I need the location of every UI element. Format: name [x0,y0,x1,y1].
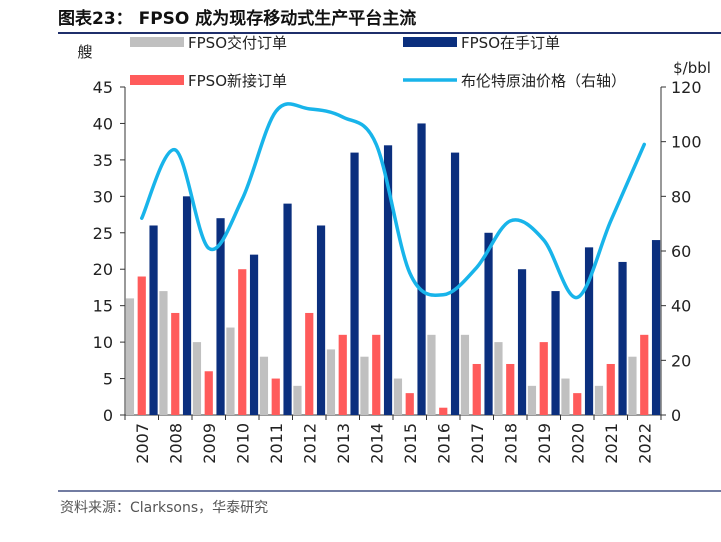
source-note: 资料来源：Clarksons，华泰研究 [60,500,268,516]
x-tick-label: 2015 [401,423,420,464]
bar [484,233,492,415]
bar [226,328,234,415]
bar [305,313,313,415]
y-right-tick-label: 120 [671,78,702,97]
bar [360,357,368,415]
bar [327,349,335,415]
bar [149,225,157,415]
bar [193,342,201,415]
bar [205,371,213,415]
y-left-tick-label: 25 [93,224,113,243]
bar [293,386,301,415]
legend-label: FPSO交付订单 [188,34,287,52]
y-left-tick-label: 35 [93,151,113,170]
y-left-tick-label: 0 [103,406,113,425]
bar [126,298,134,415]
y-left-tick-label: 15 [93,297,113,316]
y-right-unit-label: $/bbl [673,59,711,77]
bar [272,379,280,415]
legend: FPSO交付订单 FPSO在手订单 FPSO新接订单 布伦特原油价格（右轴） [130,34,626,90]
x-tick-label: 2017 [468,423,487,464]
figure-title: 图表23： FPSO 成为现存移动式生产平台主流 [58,8,416,29]
x-tick-label: 2013 [334,423,353,464]
bar [283,204,291,415]
bar [138,277,146,415]
bar [561,379,569,415]
bar [394,379,402,415]
bar [260,357,268,415]
bar [171,313,179,415]
bar [494,342,502,415]
x-tick-label: 2011 [267,423,286,464]
x-tick-label: 2009 [200,423,219,464]
bar [628,357,636,415]
bar [451,153,459,415]
bar [518,269,526,415]
y-right-tick-label: 100 [671,133,702,152]
bar [406,393,414,415]
x-tick-label: 2019 [535,423,554,464]
y-left-unit-label: 艘 [77,43,92,61]
legend-label: FPSO在手订单 [461,34,560,52]
bar [473,364,481,415]
bar [528,386,536,415]
bar [461,335,469,415]
bar [372,335,380,415]
bar [573,393,581,415]
bar [551,291,559,415]
y-left-tick-label: 10 [93,333,113,352]
x-tick-label: 2018 [501,423,520,464]
y-left-tick-label: 30 [93,187,113,206]
y-right-tick-label: 40 [671,297,691,316]
x-tick-label: 2022 [635,423,654,464]
y-right-tick-label: 0 [671,406,681,425]
bar [339,335,347,415]
bar [640,335,648,415]
bar [317,225,325,415]
x-tick-label: 2008 [166,423,185,464]
y-left-tick-label: 20 [93,260,113,279]
bar [506,364,514,415]
y-left-tick-label: 45 [93,78,113,97]
y-left-tick-label: 5 [103,370,113,389]
bar [183,196,191,415]
x-tick-label: 2010 [233,423,252,464]
bar [427,335,435,415]
y-right-tick-label: 80 [671,187,691,206]
bar [250,255,258,415]
legend-label: FPSO新接订单 [188,72,287,90]
x-tick-label: 2020 [568,423,587,464]
legend-swatch [130,37,184,47]
bar [439,408,447,415]
bar [595,386,603,415]
bar [159,291,167,415]
y-left-tick-label: 40 [93,114,113,133]
x-tick-label: 2012 [300,423,319,464]
bar [607,364,615,415]
y-right-tick-label: 60 [671,242,691,261]
y-right-tick-label: 20 [671,351,691,370]
legend-label: 布伦特原油价格（右轴） [461,72,626,90]
legend-swatch [403,37,457,47]
legend-swatch [130,75,184,85]
bar [540,342,548,415]
bar [417,123,425,415]
x-tick-label: 2016 [434,423,453,464]
x-tick-label: 2014 [367,423,386,464]
x-tick-label: 2021 [602,423,621,464]
x-tick-label: 2007 [133,423,152,464]
bar [618,262,626,415]
bar [238,269,246,415]
bar [350,153,358,415]
bars [126,123,660,415]
bar [652,240,660,415]
